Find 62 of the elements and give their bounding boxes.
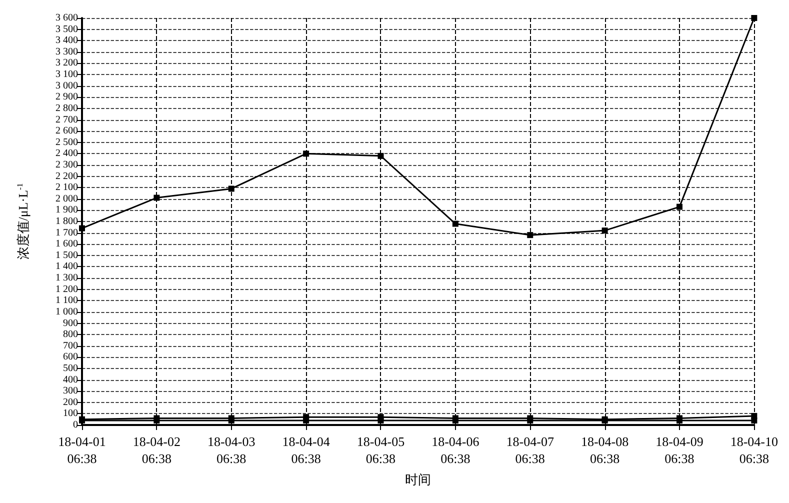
y-tick-label: 2 600 <box>56 126 78 137</box>
y-tick-label: 1 000 <box>56 306 78 318</box>
y-tick-label: 3 200 <box>56 58 78 69</box>
point <box>378 417 384 424</box>
y-tick-label: 1 100 <box>56 295 78 306</box>
point <box>228 186 234 192</box>
y-tick-label: 2 700 <box>56 114 78 126</box>
x-tick-label: 18-04-06 06:38 <box>432 434 480 466</box>
y-tick-label: 3 100 <box>56 69 78 80</box>
y-tick-label: 100 <box>63 408 78 420</box>
y-tick-label: 2 300 <box>56 159 78 170</box>
y-tick-label: 1 700 <box>56 227 78 238</box>
x-tick-label: 18-04-08 06:38 <box>580 434 629 466</box>
point <box>303 150 310 157</box>
y-tick-label: 600 <box>63 352 78 363</box>
y-tick-label: 300 <box>63 386 78 397</box>
y-tick-label: 3 500 <box>56 24 78 35</box>
point <box>751 15 758 21</box>
point <box>676 204 682 210</box>
y-tick-label: 2 200 <box>56 170 78 182</box>
y-tick-label: 500 <box>63 362 78 374</box>
point <box>452 220 458 227</box>
y-tick-label: 2 100 <box>56 182 78 194</box>
y-tick-label: 0 <box>73 420 78 430</box>
x-axis-title: 时间 <box>405 472 432 487</box>
y-tick-label: 2 800 <box>56 102 78 114</box>
y-tick-label: 2 900 <box>56 92 78 103</box>
x-tick-label: 18-04-03 06:38 <box>208 434 256 466</box>
point <box>303 417 310 424</box>
x-tick-label: 18-04-09 06:38 <box>656 434 704 466</box>
y-tick-label: 1 600 <box>56 238 78 250</box>
y-tick-label: 200 <box>63 396 78 408</box>
point <box>751 417 758 424</box>
y-tick-label: 1 800 <box>56 216 78 227</box>
y-tick-label: 1 500 <box>56 250 78 261</box>
y-axis-title: 浓度值/μL·L-1 <box>16 183 30 260</box>
y-tick-label: 900 <box>63 318 78 329</box>
y-tick-label: 400 <box>63 374 78 386</box>
x-tick-label: 18-04-02 06:38 <box>132 434 181 466</box>
y-tick-label: 3 000 <box>56 80 78 92</box>
y-tick-label: 3 600 <box>56 12 78 24</box>
y-tick-label: 2 400 <box>56 148 78 160</box>
y-tick-label: 3 300 <box>56 46 78 58</box>
y-tick-label: 1 300 <box>56 272 78 284</box>
y-tick-label: 3 400 <box>56 35 78 46</box>
y-tick-label: 2 000 <box>56 193 78 204</box>
y-tick-label: 1 400 <box>56 261 78 272</box>
y-tick-label: 1 200 <box>56 284 78 295</box>
x-tick-label: 18-04-07 06:38 <box>506 434 554 466</box>
x-tick-label: 18-04-01 06:38 <box>58 434 106 466</box>
y-tick-label: 800 <box>63 329 78 340</box>
point <box>154 194 160 201</box>
x-tick-label: 18-04-04 06:38 <box>282 434 330 466</box>
y-tick-label: 2 500 <box>56 136 78 148</box>
point <box>378 152 384 159</box>
y-tick-label: 700 <box>63 340 78 352</box>
point <box>79 225 85 232</box>
x-tick-label: 18-04-05 06:38 <box>356 434 405 466</box>
x-tick-label: 18-04-10 06:38 <box>730 434 778 466</box>
y-tick-label: 1 900 <box>56 204 78 216</box>
point <box>527 232 534 238</box>
point <box>602 228 608 234</box>
